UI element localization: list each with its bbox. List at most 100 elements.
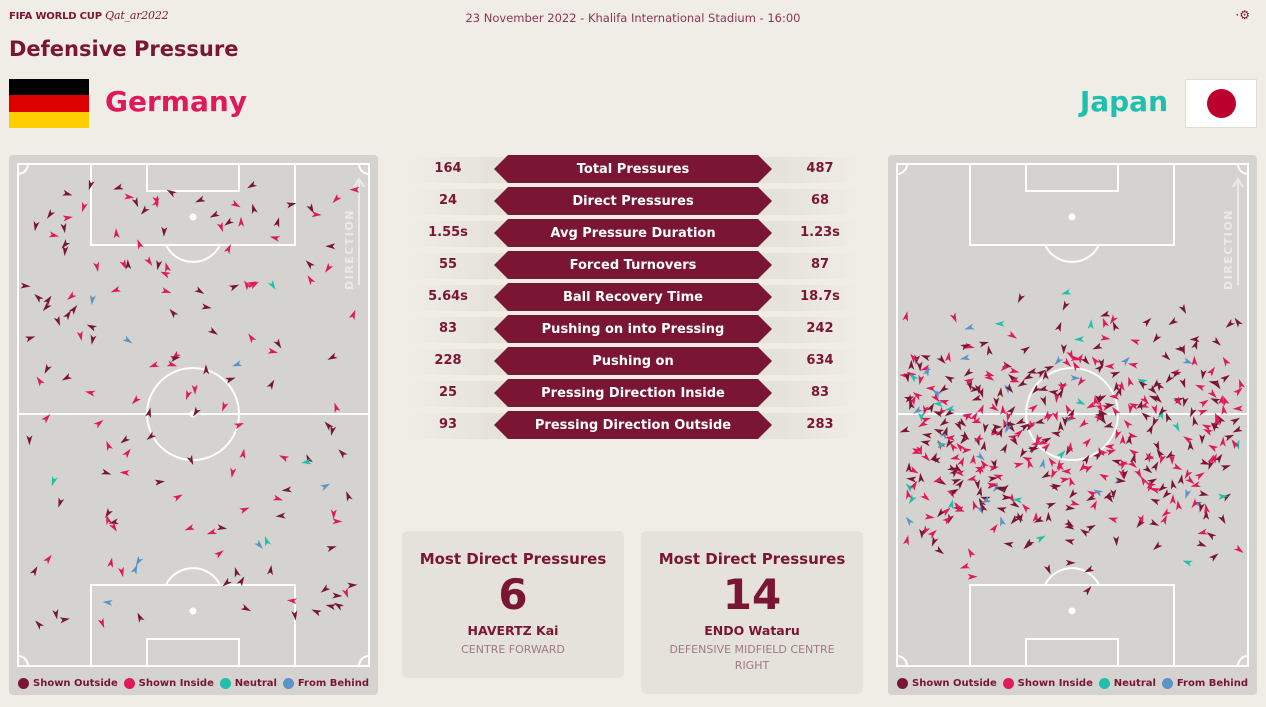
pressure-marker [938, 399, 950, 406]
pressure-marker [135, 555, 144, 566]
pressure-marker [240, 604, 251, 612]
pressure-marker [957, 456, 965, 468]
pressure-marker [918, 419, 929, 428]
page-title: Defensive Pressure [9, 37, 239, 61]
pressure-marker [1060, 288, 1072, 295]
pressure-marker [931, 536, 939, 547]
stat-away-value: 68 [810, 193, 830, 208]
pressure-marker [993, 397, 1000, 408]
legend-label: Shown Inside [1017, 678, 1093, 689]
pressure-marker [994, 320, 1005, 327]
pressure-marker [1056, 450, 1066, 460]
pressure-marker [1045, 502, 1057, 510]
legend-item: Neutral [219, 678, 277, 689]
pressure-marker [1015, 417, 1026, 425]
pressure-marker [1177, 474, 1184, 485]
pressure-marker [941, 507, 951, 517]
pressure-marker [1128, 376, 1134, 388]
pressure-marker [988, 403, 999, 412]
pressure-marker [920, 440, 931, 447]
pressure-marker [1087, 319, 1094, 330]
pressure-marker [231, 360, 243, 367]
pressure-marker [120, 434, 131, 444]
pressure-marker [326, 546, 337, 553]
pressure-marker [945, 351, 951, 363]
pressure-marker [1214, 453, 1223, 464]
stat-label: Forced Turnovers [494, 251, 772, 279]
pressure-marker [988, 465, 1000, 472]
pressure-marker [234, 567, 241, 578]
home-pressure-pitch: DIRECTION Shown Outside Shown Inside Neutr… [9, 155, 378, 695]
pressure-marker [969, 411, 978, 423]
pressure-marker [939, 417, 950, 426]
pressure-marker [1207, 454, 1214, 465]
pressure-marker [170, 356, 181, 362]
stat-away-value: 634 [806, 353, 834, 368]
pressure-marker [1184, 468, 1193, 479]
pressure-marker [1098, 409, 1108, 419]
pressure-marker [1041, 470, 1052, 479]
pressure-marker [93, 419, 104, 429]
pressure-marker [238, 216, 245, 227]
pressure-marker [160, 271, 171, 279]
pressure-marker [1203, 509, 1210, 520]
pressure-marker [1130, 339, 1141, 346]
pressure-marker [334, 402, 341, 413]
pressure-marker [193, 406, 201, 417]
pressure-marker [925, 385, 936, 392]
pressure-marker [1094, 410, 1105, 419]
away-most-direct-pressures-card: Most Direct Pressures 14 ENDO Wataru DEF… [641, 531, 863, 694]
pressure-marker [1127, 459, 1138, 469]
pressure-marker [1079, 462, 1089, 472]
pressure-marker [984, 372, 995, 381]
pressure-marker [275, 512, 286, 519]
pressure-marker [1218, 394, 1224, 406]
pressure-marker [971, 417, 982, 424]
pressure-marker [24, 336, 36, 343]
pressure-marker [1190, 481, 1201, 488]
pressure-marker [1039, 395, 1046, 406]
pressure-marker [1138, 380, 1148, 390]
pressure-marker [123, 193, 135, 200]
home-team-name: Germany [105, 85, 248, 118]
pressure-marker [1223, 434, 1235, 442]
pressure-marker [971, 394, 983, 401]
pressure-marker [1153, 541, 1163, 551]
stat-row: 228 Pushing on 634 [408, 347, 860, 379]
pressure-marker [140, 205, 150, 215]
pressure-marker [993, 474, 1004, 481]
pressure-marker [51, 475, 58, 487]
pressure-marker [944, 405, 956, 412]
pressure-marker [980, 459, 989, 470]
pressure-marker [1048, 457, 1057, 468]
pressure-marker [1191, 355, 1198, 366]
pressure-marker [1219, 436, 1226, 447]
pressure-marker [1197, 528, 1208, 535]
pressure-marker [1004, 383, 1014, 394]
stat-row: 25 Pressing Direction Inside 83 [408, 379, 860, 411]
pressure-marker [1123, 419, 1133, 430]
pressure-marker [93, 261, 100, 273]
pressure-marker [964, 323, 975, 330]
pressure-marker [1151, 404, 1157, 415]
pressure-marker [1146, 424, 1154, 435]
pressure-marker [976, 486, 983, 497]
pressure-marker [86, 324, 97, 332]
pressure-marker [61, 373, 73, 381]
pressure-marker [1174, 346, 1185, 353]
pressure-marker [953, 502, 964, 511]
pressure-marker [1146, 478, 1158, 486]
stat-row: 24 Direct Pressures 68 [408, 187, 860, 219]
pressure-marker [1197, 409, 1208, 417]
pressure-marker [916, 361, 923, 372]
pressure-marker [1116, 380, 1125, 391]
pressure-marker [902, 311, 909, 322]
pressure-marker [1162, 488, 1172, 499]
pressure-marker [247, 180, 258, 189]
stat-label: Pressing Direction Outside [494, 411, 772, 439]
pressure-marker [1160, 514, 1167, 526]
pressure-marker [977, 387, 984, 399]
pressure-marker [1200, 369, 1207, 380]
settings-icon[interactable]: ·⚙ [1235, 8, 1250, 22]
pressure-marker [1004, 423, 1012, 434]
